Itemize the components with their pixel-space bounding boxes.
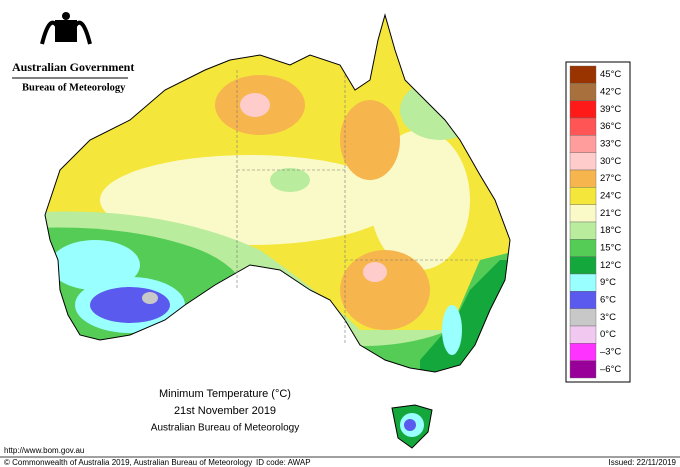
- legend-swatch: [569, 221, 597, 240]
- agency-name: Bureau of Meteorology: [22, 82, 126, 93]
- footer-id: ID code: AWAP: [256, 458, 311, 467]
- legend-label: 6°C: [600, 295, 616, 306]
- legend-swatch: [569, 239, 597, 257]
- state-borders: [236, 70, 480, 345]
- legend-label: 36°C: [600, 121, 621, 132]
- legend-label: 45°C: [600, 69, 621, 80]
- legend-label: 27°C: [600, 173, 621, 184]
- coastline: [44, 13, 511, 373]
- footer-copyright: © Commonwealth of Australia 2019, Austra…: [4, 458, 252, 467]
- tasmania-coast: [391, 404, 433, 449]
- legend-swatch: [569, 256, 597, 275]
- legend-swatch: [569, 187, 597, 205]
- legend-swatch: [569, 360, 597, 379]
- legend-swatch: [569, 83, 597, 101]
- footer-url: http://www.bom.gov.au: [4, 446, 84, 455]
- legend-label: 12°C: [600, 260, 621, 271]
- legend-swatch: [569, 100, 597, 119]
- legend-label: 42°C: [600, 87, 621, 98]
- legend-swatch: [569, 65, 597, 84]
- government-name: Australian Government: [12, 60, 134, 74]
- footer-issued: Issued: 22/11/2019: [609, 458, 677, 467]
- legend-swatch: [569, 273, 597, 292]
- legend-swatch: [569, 204, 597, 223]
- legend-swatch: [569, 343, 597, 361]
- legend-label: 15°C: [600, 243, 621, 254]
- emblem: [40, 12, 92, 45]
- map-source: Australian Bureau of Meteorology: [151, 423, 299, 434]
- legend-swatch: [569, 169, 597, 188]
- legend: 45°C 42°C 39°C 36°C 33°C 30°C 27°C 24°C 21°C 18°C…: [569, 65, 621, 379]
- legend-swatch: [569, 308, 597, 327]
- legend-swatch: [569, 135, 597, 153]
- legend-label: 39°C: [600, 104, 621, 115]
- map-title: Minimum Temperature (°C): [159, 388, 291, 400]
- legend-label: –3°C: [600, 347, 621, 358]
- legend-swatch: [569, 117, 597, 136]
- legend-swatch: [569, 325, 597, 344]
- legend-swatch: [569, 152, 597, 171]
- map-date: 21st November 2019: [174, 405, 276, 417]
- legend-label: 21°C: [600, 208, 621, 219]
- legend-label: 0°C: [600, 329, 616, 340]
- legend-label: 18°C: [600, 225, 621, 236]
- legend-label: 24°C: [600, 191, 621, 202]
- legend-label: 33°C: [600, 139, 621, 150]
- legend-label: 3°C: [600, 312, 616, 323]
- legend-label: 9°C: [600, 277, 616, 288]
- legend-label: 30°C: [600, 156, 621, 167]
- legend-label: –6°C: [600, 364, 621, 375]
- legend-swatch: [569, 291, 597, 309]
